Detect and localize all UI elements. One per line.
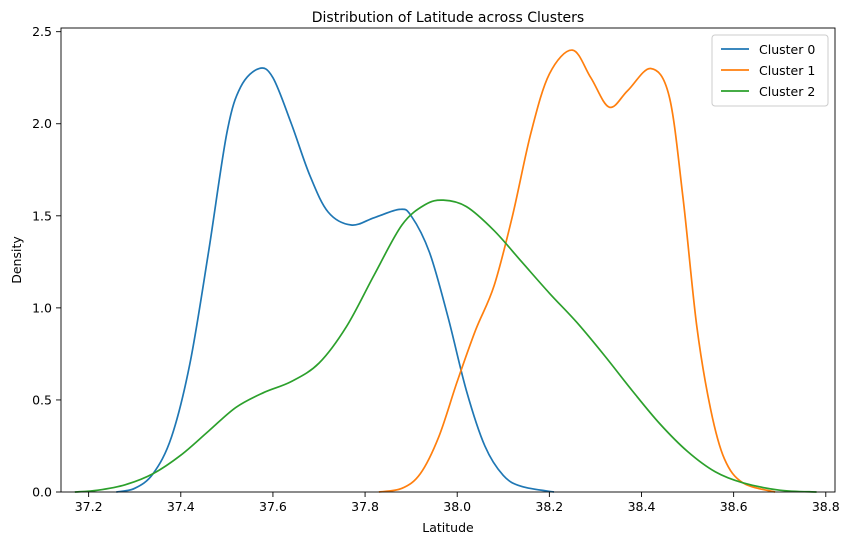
y-tick-label: 1.5 xyxy=(32,208,52,223)
series-line-cluster-0 xyxy=(116,67,555,493)
x-tick-label: 38.4 xyxy=(628,499,656,514)
x-tick-label: 38.6 xyxy=(720,499,748,514)
y-tick-label: 0.0 xyxy=(32,485,52,500)
legend-label-cluster-0: Cluster 0 xyxy=(759,42,815,57)
legend-label-cluster-1: Cluster 1 xyxy=(759,63,815,78)
x-tick-label: 37.4 xyxy=(167,499,195,514)
y-tick-label: 2.0 xyxy=(32,116,52,131)
y-axis-label: Density xyxy=(9,236,24,284)
x-axis-ticks: 37.2 37.4 37.6 37.8 38.0 38.2 38.4 38.6 38.8 xyxy=(75,492,840,514)
y-tick-label: 2.5 xyxy=(32,24,52,39)
y-axis-ticks: 0.0 0.5 1.0 1.5 2.0 2.5 xyxy=(32,24,61,500)
x-tick-label: 38.0 xyxy=(443,499,471,514)
series-layer xyxy=(74,49,817,493)
x-tick-label: 37.2 xyxy=(75,499,103,514)
x-axis-label: Latitude xyxy=(422,520,474,535)
x-tick-label: 37.8 xyxy=(351,499,379,514)
y-tick-label: 1.0 xyxy=(32,300,52,315)
legend-label-cluster-2: Cluster 2 xyxy=(759,84,815,99)
x-tick-label: 37.6 xyxy=(259,499,287,514)
y-tick-label: 0.5 xyxy=(32,392,52,407)
x-tick-label: 38.8 xyxy=(812,499,840,514)
chart-title: Distribution of Latitude across Clusters xyxy=(312,10,584,26)
series-line-cluster-2 xyxy=(74,199,817,493)
series-line-cluster-1 xyxy=(378,49,776,493)
x-tick-label: 38.2 xyxy=(535,499,563,514)
legend-box xyxy=(711,34,829,107)
legend: Cluster 0 Cluster 1 Cluster 2 xyxy=(711,34,829,107)
plot-frame xyxy=(60,27,836,493)
